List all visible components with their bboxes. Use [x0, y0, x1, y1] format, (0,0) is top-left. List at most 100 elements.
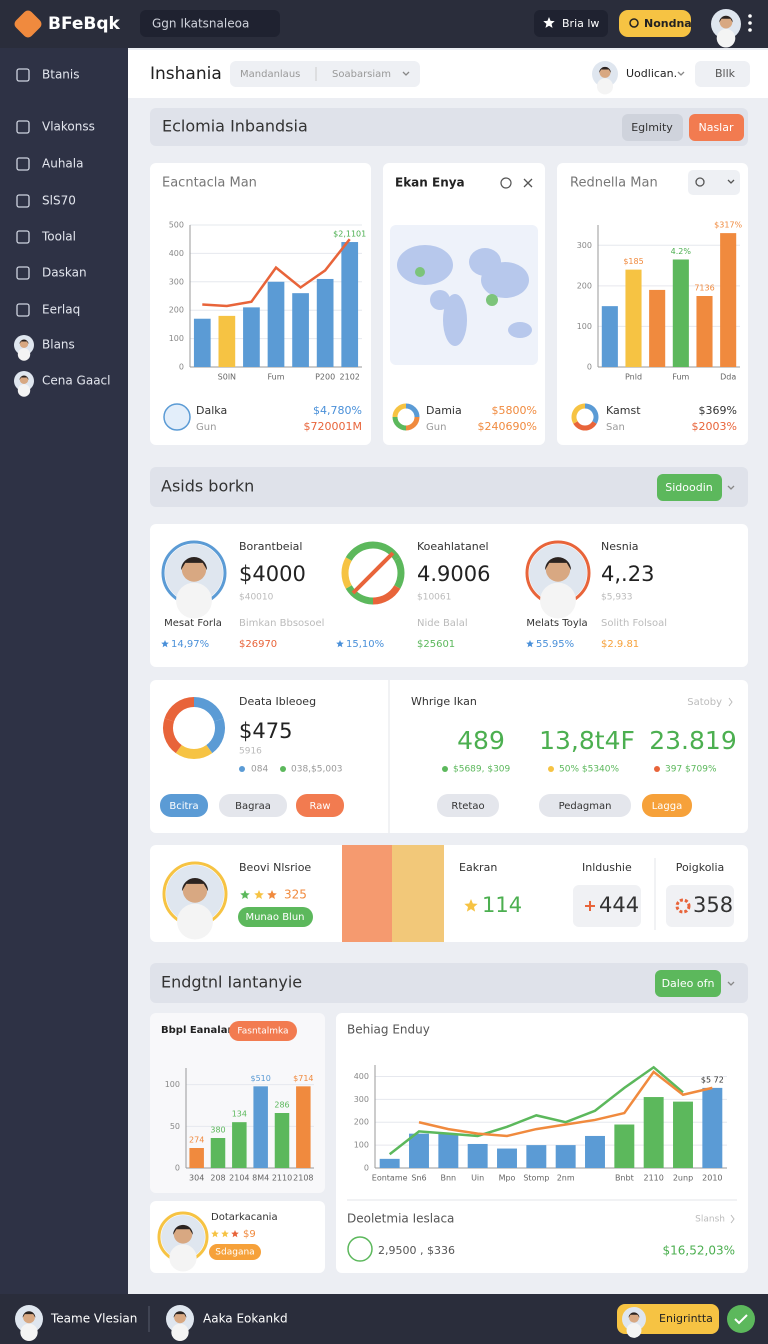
button[interactable] [695, 61, 750, 87]
avatar-body [171, 1323, 189, 1341]
x-tick-label: 208 [210, 1174, 225, 1183]
avatar-body [169, 1244, 197, 1272]
donut-segment [193, 697, 224, 722]
x-tick-label: Bnn [441, 1174, 457, 1183]
donut-segment [392, 416, 407, 431]
stat-value: 4,.23 [601, 562, 654, 586]
nav-icon [16, 303, 30, 317]
label: Soabarsiam [332, 69, 391, 80]
legend-dot [442, 766, 448, 772]
donut-segment [405, 403, 420, 418]
label: 15,10% [346, 639, 384, 650]
close-icon[interactable] [523, 178, 533, 188]
label: 038,$5,003 [291, 765, 343, 775]
label: Endgtnl Iantanyie [161, 973, 302, 992]
stat-value: 4.9006 [417, 562, 490, 586]
nav-item: Auhala [42, 157, 83, 171]
y-tick-label: 100 [354, 1141, 369, 1150]
nav-icon [16, 230, 30, 244]
y-tick-label: 0 [175, 1164, 180, 1173]
label: Mandanlaus [240, 69, 300, 80]
avatar-face [174, 1311, 186, 1324]
button[interactable] [534, 10, 608, 37]
icon-button[interactable] [688, 170, 740, 195]
bar [601, 306, 618, 367]
card [150, 845, 748, 942]
button[interactable] [657, 474, 722, 501]
label: Lagga [652, 801, 683, 812]
button[interactable] [619, 10, 691, 37]
bar [292, 293, 309, 367]
bar-annotation: 4.2% [671, 247, 692, 256]
stat-value: $4000 [239, 562, 306, 586]
label: Daleo ofn [662, 977, 715, 990]
bar [497, 1148, 517, 1168]
star-icon [464, 899, 478, 912]
label: Uodlican. [626, 67, 677, 80]
label: 084 [251, 765, 268, 775]
y-tick-label: 0 [364, 1164, 369, 1173]
label: $16,52,03% [663, 1244, 735, 1258]
button[interactable] [622, 114, 683, 141]
avatar-face [545, 557, 571, 582]
x-tick-label: Eontame [372, 1174, 408, 1183]
y-tick-label: 300 [169, 277, 184, 286]
label: $5,933 [601, 593, 633, 603]
label: Deoletmia Ieslaca [347, 1212, 454, 1226]
y-tick-label: 200 [169, 306, 184, 315]
avatar-body [626, 1322, 642, 1338]
kpi-box [573, 885, 641, 927]
bar-annotation: $185 [623, 257, 643, 266]
label: 50% $5340% [559, 765, 619, 775]
label: Borantbeial [239, 540, 302, 553]
nav-hit[interactable] [0, 60, 128, 400]
y-tick-label: 100 [577, 322, 592, 331]
label: $40010 [239, 593, 274, 603]
avatar-face [23, 1311, 35, 1324]
card-title: Eacntacla Man [162, 176, 257, 191]
bar [189, 1148, 204, 1168]
avatar-face [719, 15, 733, 29]
button[interactable] [160, 794, 208, 817]
button[interactable] [539, 794, 631, 817]
button[interactable] [437, 794, 499, 817]
avatar-face [599, 66, 611, 78]
label: Eglmity [631, 121, 673, 134]
color-band [392, 845, 444, 942]
label: 325 [284, 888, 307, 902]
x-tick-label: 2unp [673, 1174, 693, 1183]
nav-icon [16, 120, 30, 134]
nav-item: Toolal [41, 230, 76, 244]
kpi-box [666, 885, 734, 927]
x-tick-label: 2nm [557, 1174, 575, 1183]
bar [672, 259, 689, 367]
search-box[interactable] [140, 10, 280, 37]
bar [526, 1145, 547, 1168]
x-tick-label: 304 [189, 1174, 204, 1183]
y-tick-label: 0 [179, 363, 184, 372]
nav-icon [16, 194, 30, 208]
button[interactable] [219, 794, 287, 817]
button[interactable] [296, 794, 344, 817]
star-icon [221, 1230, 229, 1238]
filter-pill[interactable] [230, 61, 420, 87]
label: Aaka Eokankd [203, 1312, 288, 1326]
legend-dot [548, 766, 554, 772]
button[interactable] [689, 114, 744, 141]
avatar-body [20, 1323, 38, 1341]
avatar-face [182, 878, 208, 903]
label: Pedagman [559, 801, 612, 812]
bar [649, 289, 666, 367]
nav-item: Btanis [42, 68, 79, 82]
label: Damia [426, 404, 462, 417]
button[interactable] [655, 970, 721, 997]
label: Enigrintta [659, 1312, 713, 1325]
check-icon[interactable] [734, 1314, 748, 1325]
label: Bimkan Bbsosoel [239, 618, 324, 629]
bar [585, 1135, 605, 1168]
button[interactable] [642, 794, 692, 817]
label: Mesat Forla [164, 618, 222, 629]
y-tick-label: 400 [354, 1072, 369, 1081]
donut-segment [206, 718, 225, 754]
legend-dot [239, 766, 245, 772]
